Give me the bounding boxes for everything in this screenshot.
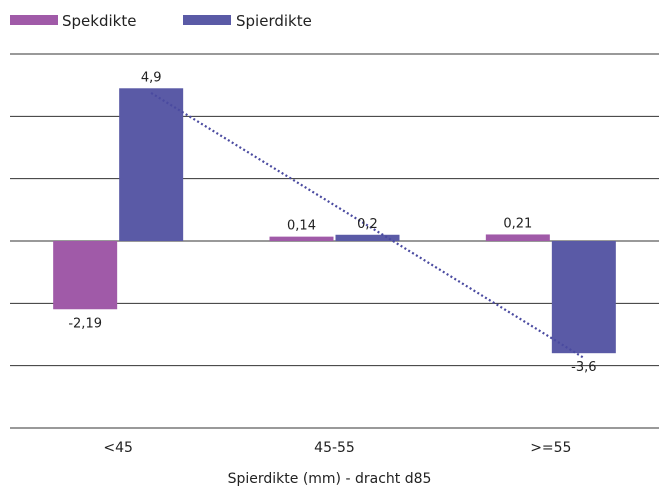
bar-spekdikte-0 [53, 241, 118, 310]
trendline-spierdikte [150, 92, 585, 359]
bar-spekdikte-1 [269, 236, 334, 241]
x-tick-label-2: >=55 [530, 440, 571, 456]
legend-label-spekdikte: Spekdikte [62, 12, 136, 30]
bar-spekdikte-2 [485, 234, 550, 241]
bar-spierdikte-1 [335, 234, 400, 241]
bars [53, 88, 616, 354]
legend-swatch-spierdikte [183, 15, 231, 25]
legend-swatch-spekdikte [10, 15, 58, 25]
gridlines [10, 53, 659, 429]
data-label-spierdikte-0: 4,9 [141, 70, 162, 85]
x-axis-ticks: <45 45-55 >=55 [103, 440, 571, 456]
data-label-spierdikte-1: 0,2 [357, 217, 378, 232]
data-label-spekdikte-2: 0,21 [503, 216, 532, 231]
data-label-spierdikte-2: -3,6 [571, 360, 596, 375]
x-tick-label-1: 45-55 [314, 440, 355, 456]
bar-spierdikte-2 [551, 241, 616, 354]
x-axis-title: Spierdikte (mm) - dracht d85 [228, 471, 432, 487]
trendline [150, 92, 585, 359]
data-label-spekdikte-0: -2,19 [68, 316, 102, 331]
data-label-spekdikte-1: 0,14 [287, 219, 316, 234]
x-tick-label-0: <45 [103, 440, 133, 456]
bar-spierdikte-0 [119, 88, 184, 242]
data-labels: -2,19 4,9 0,14 0,2 0,21 -3,6 [68, 70, 596, 375]
legend: Spekdikte Spierdikte [10, 12, 312, 30]
legend-label-spierdikte: Spierdikte [236, 12, 312, 30]
